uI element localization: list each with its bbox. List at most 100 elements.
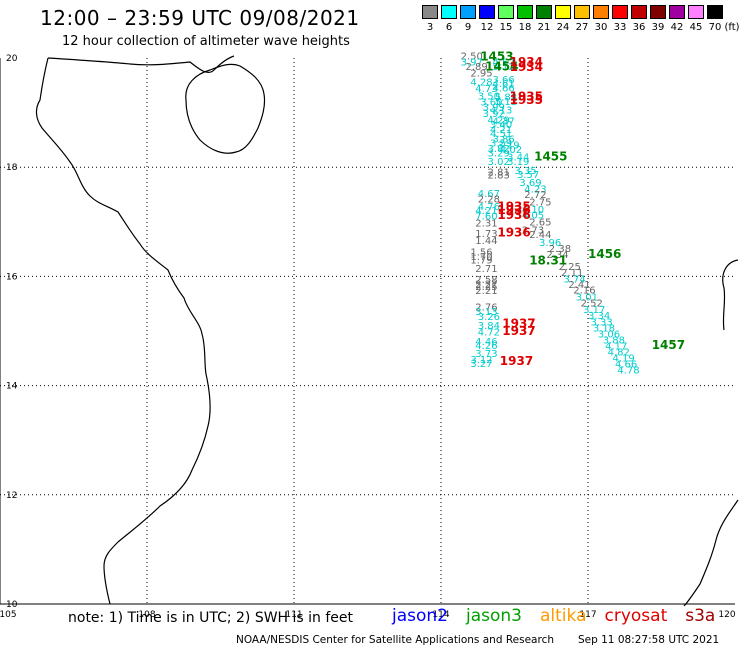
pass-time-label: 1936	[497, 203, 530, 217]
legend-label: 3	[426, 22, 434, 33]
pass-time-label: 1937	[500, 354, 533, 368]
wave-height-value: 2.22	[475, 279, 497, 290]
wave-height-value: 4.26	[475, 341, 497, 352]
latitude-tick-label: 14	[6, 382, 18, 392]
philippines-coast	[683, 499, 739, 607]
luzon-coast	[722, 259, 739, 331]
legend-label: 30	[594, 22, 608, 33]
pass-time-label: 1456	[588, 247, 621, 261]
wave-height-value: 3.19	[507, 157, 529, 168]
wave-height-value: 2.44	[529, 230, 551, 241]
satellite-label: s3a	[685, 606, 716, 626]
wave-height-value: 3.13	[475, 307, 497, 318]
longitude-tick-label: 117	[579, 610, 596, 620]
legend-swatch	[707, 5, 723, 19]
satellite-label: cryosat	[604, 606, 668, 626]
legend-label: 36	[632, 22, 646, 33]
wave-height-value: 2.16	[573, 285, 595, 296]
wave-height-value: 3.19	[497, 141, 519, 152]
wave-height-value: 2.81	[488, 167, 510, 178]
legend-swatch	[479, 5, 495, 19]
wave-height-value: 3.26	[478, 312, 500, 323]
wave-height-value: 3.01	[576, 292, 598, 303]
wave-height-value: 3.29	[488, 148, 510, 159]
pass-time-label: 1937	[502, 317, 535, 331]
wave-height-value: 4.66	[615, 360, 637, 371]
wave-height-value: 1.79	[470, 255, 492, 266]
legend-swatch	[650, 5, 666, 19]
pass-time-label: 1457	[652, 338, 685, 352]
wave-height-value: 3.33	[590, 318, 612, 329]
wave-height-value: 3.69	[519, 178, 541, 189]
wave-height-value: 2.72	[524, 190, 546, 201]
hainan-island	[185, 63, 266, 154]
legend-swatch	[555, 5, 571, 19]
satellite-label: jason3	[466, 606, 522, 626]
wave-height-value: 3.06	[598, 330, 620, 341]
wave-height-value: 4.29	[488, 116, 510, 127]
legend-label: 33	[613, 22, 627, 33]
legend-swatch	[669, 5, 685, 19]
satellite-label: jason2	[392, 606, 448, 626]
wave-height-value: 2.83	[488, 171, 510, 182]
wave-height-value: 2.38	[549, 244, 571, 255]
legend-swatch	[593, 5, 609, 19]
legend-label: 21	[537, 22, 551, 33]
pass-time-label: 18.31	[529, 253, 567, 267]
legend-swatch	[460, 5, 476, 19]
wave-height-value: 2.28	[478, 195, 500, 206]
legend-swatch	[498, 5, 514, 19]
wave-height-value: 3.35	[515, 166, 537, 177]
wave-height-value: 3.96	[539, 238, 561, 249]
wave-height-value: 3.60	[480, 98, 502, 109]
pass-time-label: 1934	[510, 60, 543, 74]
observation-layer: 2.503.972.892.954.284.734.575.123.664.61…	[461, 52, 640, 377]
longitude-tick-label: 111	[285, 610, 302, 620]
wave-height-value: 3.57	[517, 170, 539, 181]
wave-height-value: 2.89	[466, 62, 488, 73]
legend-swatch	[688, 5, 704, 19]
wave-height-value: 4.67	[478, 189, 500, 200]
wave-height-value: 4.51	[490, 129, 512, 140]
units-note: note: 1) Time is in UTC; 2) SWH is in fe…	[68, 610, 354, 626]
wave-height-value: 1.56	[470, 248, 492, 259]
wave-height-value: 5.88	[495, 93, 517, 104]
wave-height-value: 2.71	[475, 264, 497, 275]
legend-label: 12	[480, 22, 494, 33]
wave-height-value: 4.46	[475, 337, 497, 348]
wave-height-value: 4.19	[613, 354, 635, 365]
coastline	[35, 55, 739, 607]
legend-label: 45	[689, 22, 703, 33]
map-title: 12:00 – 23:59 UTC 09/08/2021	[40, 6, 360, 30]
legend-swatch	[612, 5, 628, 19]
legend-label: 9	[464, 22, 472, 33]
mainland-coastline	[35, 57, 211, 605]
longitude-tick-label: 114	[432, 610, 449, 620]
wave-height-value: 3.02	[488, 157, 510, 168]
wave-height-value: 4.05	[522, 211, 544, 222]
legend-label: 15	[499, 22, 513, 33]
wave-height-value: 3.88	[603, 336, 625, 347]
time-label-layer: 1453145419341934193519351455193519361936…	[480, 50, 685, 368]
wave-height-value: 3.92	[483, 109, 505, 120]
wave-height-value: 4.37	[492, 117, 514, 128]
wave-height-value: 1.70	[470, 252, 492, 263]
pass-time-label: 1937	[502, 324, 535, 338]
wave-height-value: 3.86	[492, 135, 514, 146]
pass-time-label: 1935	[510, 90, 543, 104]
wave-height-value: 4.61	[492, 79, 514, 90]
wave-height-value: 3.82	[488, 144, 510, 155]
wave-height-value: 2.41	[568, 280, 590, 291]
wave-height-value: 1.44	[475, 236, 497, 247]
credit-text: NOAA/NESDIS Center for Satellite Applica…	[236, 634, 554, 646]
wave-height-value: 2.65	[529, 218, 551, 229]
wave-height-value: 2.73	[522, 225, 544, 236]
latitude-tick-label: 10	[6, 600, 18, 610]
wave-height-value: 3.40	[490, 120, 512, 131]
latitude-tick-label: 20	[6, 54, 18, 64]
legend-label: 18	[518, 22, 532, 33]
latitude-tick-label: 16	[6, 272, 18, 282]
wave-height-value: 3.44	[507, 153, 529, 164]
wave-height-value: 3.84	[478, 321, 500, 332]
wave-height-value: 4.21	[490, 125, 512, 136]
